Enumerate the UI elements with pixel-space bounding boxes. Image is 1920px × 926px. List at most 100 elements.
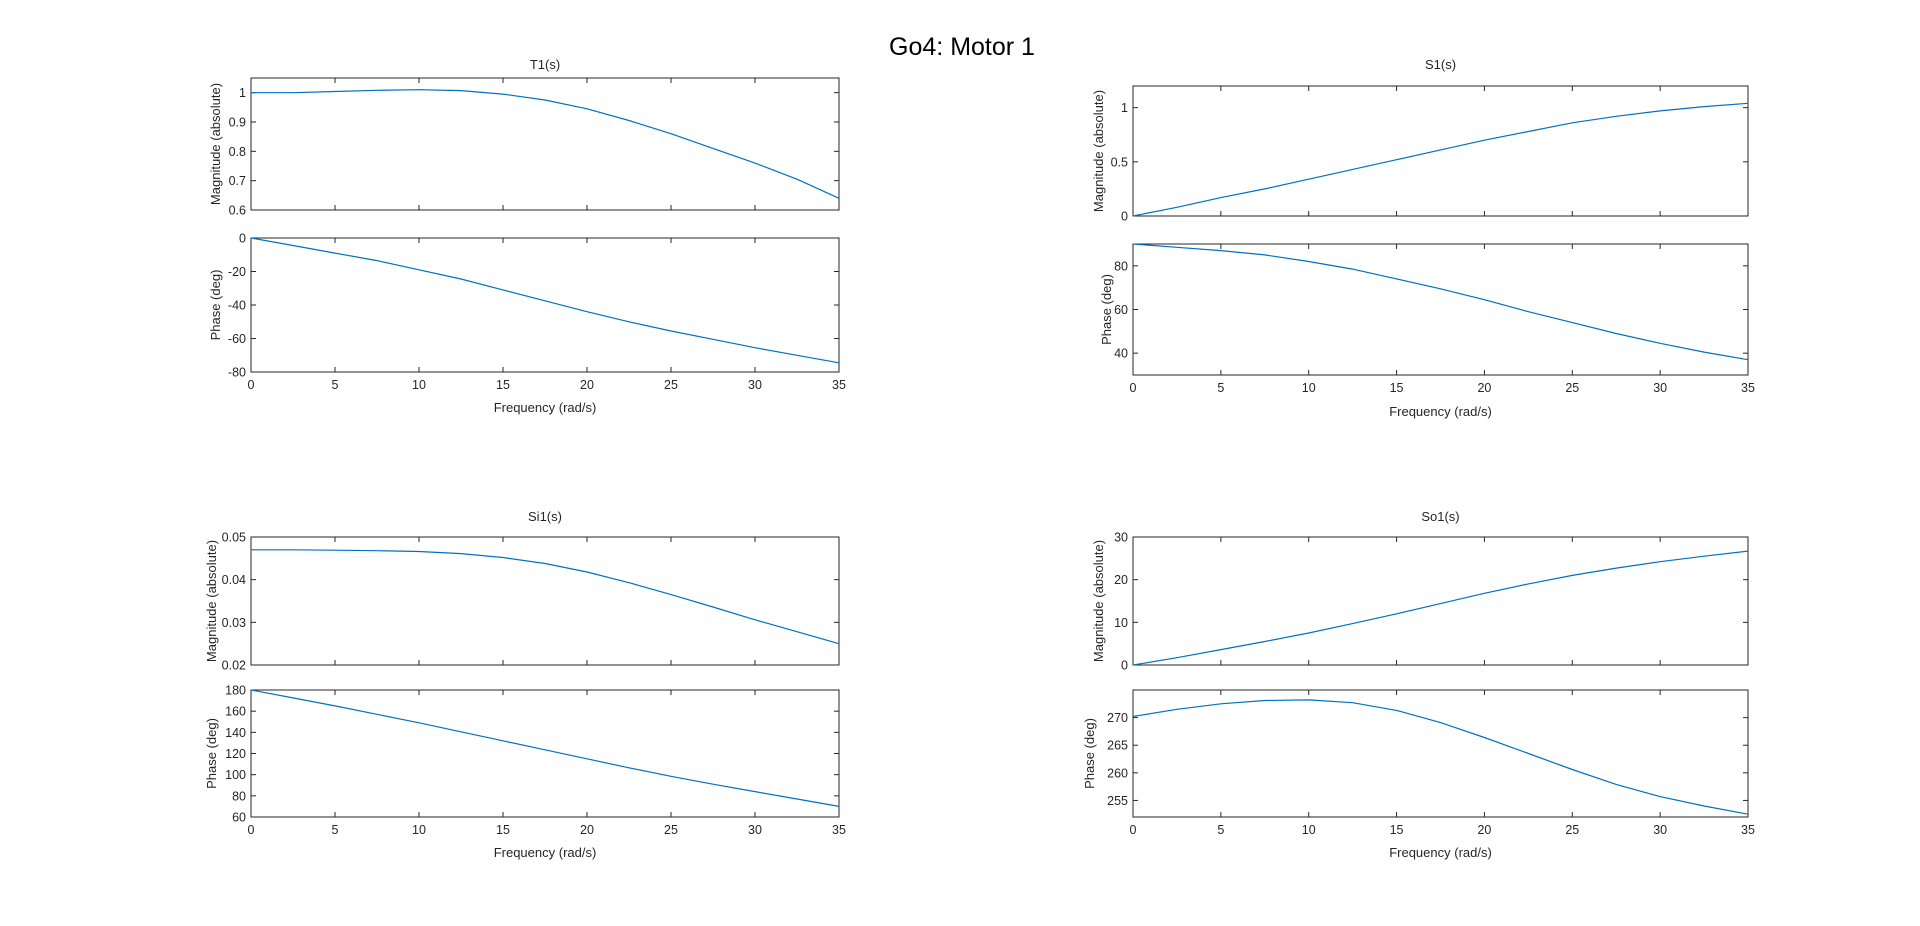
y-tick-label: 0.8 [229, 145, 246, 159]
x-tick-label: 5 [1217, 823, 1224, 837]
x-tick-label: 15 [1390, 381, 1404, 395]
x-axis-label: Frequency (rad/s) [494, 845, 597, 860]
phase-axis-label: Phase (deg) [1082, 718, 1097, 789]
x-tick-label: 20 [1477, 823, 1491, 837]
x-tick-label: 25 [1565, 823, 1579, 837]
magnitude-curve [1132, 550, 1749, 666]
x-tick-label: 35 [1741, 823, 1755, 837]
x-tick-label: 5 [1217, 381, 1224, 395]
y-tick-label: -80 [228, 366, 246, 380]
x-tick-label: 25 [1565, 381, 1579, 395]
x-tick-label: 30 [748, 378, 762, 392]
magnitude-curve [1132, 102, 1749, 217]
axes-frame [250, 689, 840, 818]
phase-curve [250, 237, 840, 364]
phase-panel: 0 5 10 15 20 25 30 35 -80 -60 -40 -20 0 Phase (deg) [208, 232, 846, 393]
x-tick-label: 20 [1477, 381, 1491, 395]
phase-curve [1132, 243, 1749, 361]
x-tick-label: 0 [248, 378, 255, 392]
phase-axis-label: Phase (deg) [1099, 274, 1114, 345]
y-tick-label: 260 [1107, 766, 1128, 780]
magnitude-axis-label: Magnitude (absolute) [204, 540, 219, 662]
y-tick-label: 0.05 [222, 531, 246, 545]
x-tick-label: 35 [832, 378, 846, 392]
y-tick-label: 140 [225, 726, 246, 740]
y-tick-label: 0 [239, 232, 246, 246]
y-tick-label: 10 [1114, 616, 1128, 630]
axes-frame [250, 77, 840, 211]
y-tick-label: 270 [1107, 711, 1128, 725]
x-tick-label: 20 [580, 823, 594, 837]
x-tick-label: 10 [412, 823, 426, 837]
x-tick-label: 35 [832, 823, 846, 837]
plot-title: T1(s) [530, 57, 560, 72]
axes-frame [250, 237, 840, 373]
y-tick-label: 0.02 [222, 659, 246, 673]
x-tick-label: 15 [1390, 823, 1404, 837]
magnitude-axis-label: Magnitude (absolute) [1091, 540, 1106, 662]
y-tick-label: 120 [225, 747, 246, 761]
x-tick-label: 0 [1130, 381, 1137, 395]
x-tick-label: 25 [664, 378, 678, 392]
x-tick-label: 10 [412, 378, 426, 392]
y-tick-label: 80 [232, 789, 246, 803]
x-axis-label: Frequency (rad/s) [1389, 845, 1492, 860]
x-tick-label: 5 [332, 823, 339, 837]
y-tick-label: 180 [225, 684, 246, 698]
y-tick-label: 60 [232, 811, 246, 825]
phase-axis-label: Phase (deg) [208, 270, 223, 341]
plot-title: Si1(s) [528, 509, 562, 524]
x-tick-label: 15 [496, 378, 510, 392]
x-tick-label: 20 [580, 378, 594, 392]
x-axis-label: Frequency (rad/s) [494, 400, 597, 415]
plot-title: So1(s) [1421, 509, 1459, 524]
y-tick-label: 1 [239, 86, 246, 100]
x-tick-label: 0 [248, 823, 255, 837]
y-tick-label: -60 [228, 332, 246, 346]
magnitude-axis-label: Magnitude (absolute) [208, 83, 223, 205]
y-tick-label: 0 [1121, 210, 1128, 224]
phase-panel: 0 5 10 15 20 25 30 35 255 260 265 270 Phase (deg) [1082, 689, 1755, 837]
x-tick-label: 10 [1302, 381, 1316, 395]
y-tick-label: 1 [1121, 101, 1128, 115]
y-tick-label: 0.7 [229, 174, 246, 188]
axes-frame [1132, 689, 1749, 818]
magnitude-panel: 0 0.5 1 Magnitude (absolute) [1091, 85, 1749, 224]
phase-curve [250, 689, 840, 807]
y-tick-label: 40 [1114, 347, 1128, 361]
y-tick-label: 265 [1107, 739, 1128, 753]
phase-axis-label: Phase (deg) [204, 718, 219, 789]
x-tick-label: 15 [496, 823, 510, 837]
magnitude-panel: 0.6 0.7 0.8 0.9 1 Magnitude (absolute) [208, 77, 840, 218]
phase-curve [1132, 699, 1749, 815]
axes-frame [250, 536, 840, 666]
y-tick-label: 0.03 [222, 616, 246, 630]
magnitude-axis-label: Magnitude (absolute) [1091, 90, 1106, 212]
magnitude-curve [251, 549, 840, 645]
plot-0: T1(s) 0.6 0.7 0.8 0.9 1 Magnitude (absolute) 0 5… [208, 57, 846, 415]
y-tick-label: 30 [1114, 531, 1128, 545]
plot-grid: T1(s) 0.6 0.7 0.8 0.9 1 Magnitude (absolute) 0 5… [204, 57, 1755, 860]
x-tick-label: 10 [1302, 823, 1316, 837]
y-tick-label: 60 [1114, 303, 1128, 317]
magnitude-curve [251, 89, 840, 199]
axes-frame [1132, 536, 1749, 666]
magnitude-panel: 0 10 20 30 Magnitude (absolute) [1091, 531, 1749, 673]
x-tick-label: 5 [332, 378, 339, 392]
x-tick-label: 30 [748, 823, 762, 837]
y-tick-label: 20 [1114, 573, 1128, 587]
y-tick-label: 0.6 [229, 204, 246, 218]
phase-panel: 0 5 10 15 20 25 30 35 60 80 100 120 140 160 180 Phase (… [204, 684, 846, 838]
plot-1: S1(s) 0 0.5 1 Magnitude (absolute) 0 5 10 15 20 25… [1091, 57, 1755, 419]
y-tick-label: -40 [228, 299, 246, 313]
y-tick-label: 80 [1114, 259, 1128, 273]
x-tick-label: 25 [664, 823, 678, 837]
x-tick-label: 30 [1653, 381, 1667, 395]
y-tick-label: 255 [1107, 794, 1128, 808]
x-tick-label: 30 [1653, 823, 1667, 837]
plot-3: So1(s) 0 10 20 30 Magnitude (absolute) 0 5 10 15 2… [1082, 509, 1755, 860]
